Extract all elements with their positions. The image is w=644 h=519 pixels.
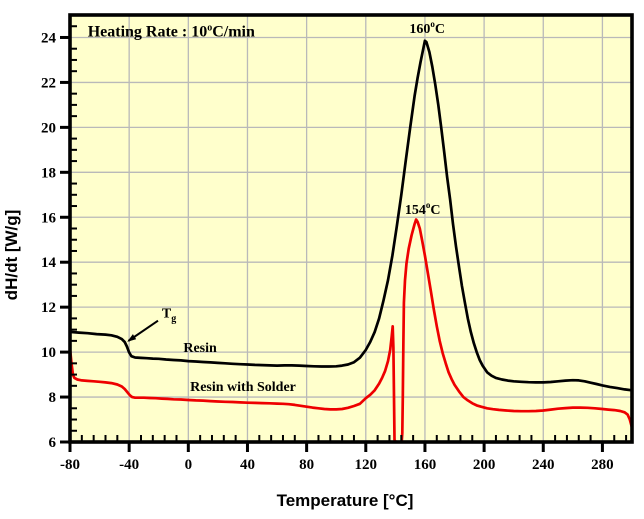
annotation-peak-154: 154oC (405, 200, 441, 218)
y-tick-label: 12 (41, 300, 56, 316)
x-tick-label: 160 (414, 457, 437, 473)
curve-resin-with-solder (68, 218, 634, 444)
x-tick-label: 280 (591, 457, 614, 473)
x-tick-label: 0 (185, 457, 193, 473)
x-tick-label: 40 (240, 457, 255, 473)
y-tick-label: 16 (41, 210, 57, 226)
curve-resin (68, 39, 634, 392)
x-tick-label: 120 (355, 457, 378, 473)
plot-frame (68, 13, 634, 444)
annotations: Heating Rate : 10oC/min 160oC 154oC Tg Resin… (88, 19, 445, 395)
x-axis-title: Temperature [°C] (277, 491, 414, 510)
y-tick-label: 24 (41, 30, 57, 46)
axis-tick-labels: -80 -40 0 40 80 120 160 200 240 280 6 8 10 12 14 16 18 20… (41, 30, 614, 473)
y-tick-label: 20 (41, 120, 56, 136)
y-tick-label: 6 (49, 435, 57, 451)
x-tick-label: -40 (119, 457, 139, 473)
x-tick-label: 240 (532, 457, 555, 473)
x-tick-label: -80 (60, 457, 80, 473)
annotation-heating-rate: Heating Rate : 10oC/min (88, 22, 255, 40)
y-axis-title: dH/dt [W/g] (2, 210, 21, 301)
annotation-peak-160: 160oC (409, 19, 445, 37)
annotation-resin-solder-label: Resin with Solder (190, 380, 296, 395)
y-tick-label: 10 (41, 345, 56, 361)
y-tick-label: 18 (41, 165, 56, 181)
y-tick-label: 14 (41, 255, 57, 271)
plot-background (70, 15, 632, 442)
x-tick-label: 200 (473, 457, 496, 473)
gridlines (70, 15, 632, 442)
curves (68, 39, 634, 444)
y-tick-label: 8 (49, 390, 57, 406)
y-tick-label: 22 (41, 75, 56, 91)
annotation-resin-label: Resin (183, 341, 217, 356)
annotation-tg: Tg (162, 306, 176, 324)
tg-arrow (127, 319, 159, 342)
x-tick-label: 80 (299, 457, 314, 473)
